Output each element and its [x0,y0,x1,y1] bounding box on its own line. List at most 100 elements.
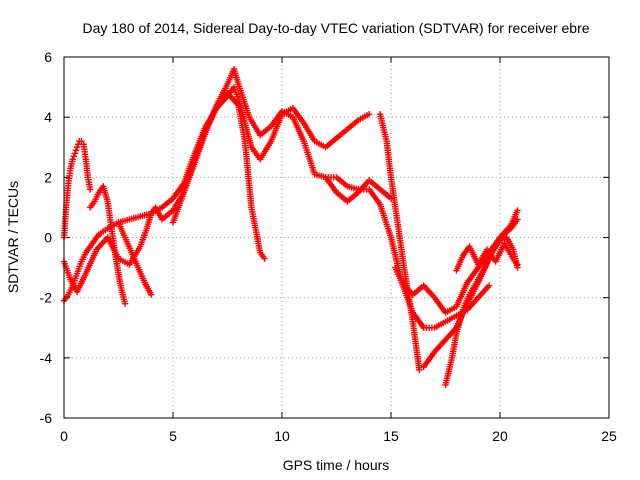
interpolated-points [97,226,109,237]
interpolated-points [325,174,337,181]
y-tick-label: 2 [44,169,52,185]
interpolated-points [280,109,294,120]
interpolated-points [335,175,349,189]
y-tick-labels: -6 -4 -2 0 2 4 6 [40,49,53,426]
interpolated-points [70,153,78,160]
y-tick-label: 4 [44,109,52,125]
interpolated-points [367,188,382,206]
interpolated-points [88,200,97,209]
interpolated-points [269,109,284,128]
interpolated-points [454,254,466,272]
interpolated-points [80,143,89,160]
interpolated-points [291,106,306,125]
interpolated-points [79,251,88,263]
interpolated-points [104,200,115,233]
interpolated-points [82,158,91,179]
y-tick-label: 6 [44,49,52,65]
interpolated-points [377,113,390,143]
interpolated-points [290,115,307,143]
interpolated-points [377,203,394,239]
interpolated-points [66,284,75,296]
plot-frame [63,56,610,419]
x-tick-labels: 0 5 10 15 20 25 [60,428,617,444]
interpolated-points [90,233,101,245]
interpolated-points [465,266,481,284]
interpolated-points [118,284,128,305]
interpolated-points [83,248,99,275]
interpolated-points [74,272,89,293]
interpolated-points [231,67,241,86]
interpolated-points [258,140,274,161]
interpolated-points [460,293,472,311]
interpolated-points [346,118,360,131]
series-track-2 [60,138,94,241]
interpolated-points [432,338,448,354]
interpolated-points [467,278,481,296]
interpolated-points [335,190,349,204]
y-axis-label: SDTVAR / TECUs [5,181,21,293]
interpolated-points [335,127,349,140]
interpolated-points [400,281,415,297]
interpolated-points [160,196,175,210]
interpolated-points [388,176,401,224]
data-point [366,110,373,118]
interpolated-points [367,178,382,192]
y-tick-label: 0 [44,230,52,246]
interpolated-points [129,251,141,269]
series-track-6 [169,65,395,226]
interpolated-points [235,104,248,143]
interpolated-points [313,139,327,150]
interpolated-points [117,256,131,267]
interpolated-points [74,260,84,275]
interpolated-points [214,82,230,107]
chart-title: Day 180 of 2014, Sidereal Day-to-day VTE… [82,20,589,36]
interpolated-points [301,140,318,176]
interpolated-points [323,176,339,194]
interpolated-points [498,235,508,243]
interpolated-points [235,83,252,119]
interpolated-points [170,191,187,224]
data-point [69,156,76,163]
series-track-11 [442,234,521,389]
interpolated-points [74,141,82,148]
x-tick-label: 20 [492,428,508,444]
interpolated-points [393,266,405,284]
interpolated-points [65,167,74,185]
interpolated-points [135,266,147,284]
data-point [86,186,94,193]
interpolated-points [511,257,520,266]
series-track-4 [60,89,268,295]
interpolated-points [394,221,407,269]
interpolated-points [116,221,128,239]
interpolated-points [444,313,458,324]
interpolated-points [411,283,426,297]
interpolated-points [453,308,466,335]
interpolated-points [433,319,447,330]
y-tick-label: -4 [40,350,53,366]
interpolated-points [301,121,317,143]
interpolated-points [508,209,520,227]
interpolated-points [242,122,255,149]
series-track-12 [453,240,521,274]
y-tick-label: -2 [40,290,53,306]
interpolated-points [504,236,516,251]
data-point [514,261,521,268]
interpolated-points [444,304,458,315]
interpolated-points [181,161,198,194]
data-point [485,282,493,289]
interpolated-points [258,251,267,260]
interpolated-points [142,281,154,296]
interpolated-points [422,284,437,300]
interpolated-points [476,266,487,281]
interpolated-points [357,112,371,123]
interpolated-points [421,350,437,369]
interpolated-points [432,296,448,315]
data-point [514,207,521,214]
interpolated-points [92,191,101,203]
data-series [60,65,521,389]
x-axis-label: GPS time / hours [283,457,390,473]
interpolated-points [122,236,134,254]
interpolated-points [100,185,111,203]
x-tick-label: 15 [383,428,399,444]
data-point [261,255,268,262]
